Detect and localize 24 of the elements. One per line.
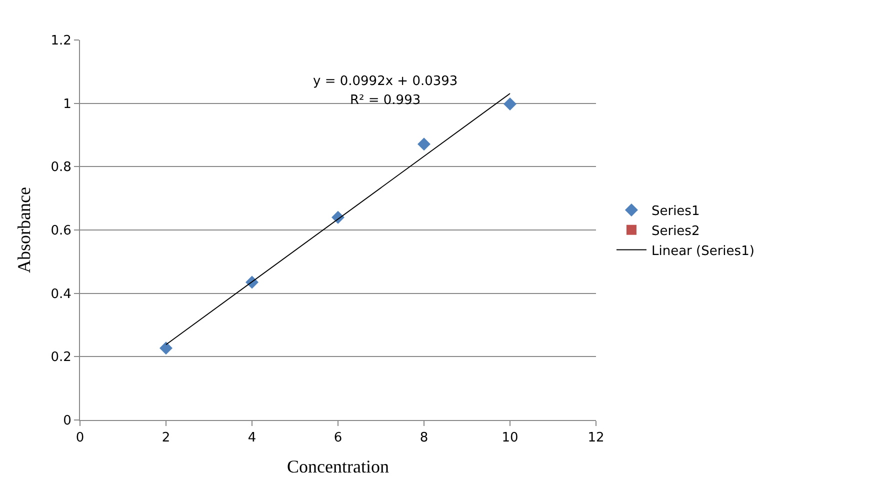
y-axis-title: Absorbance <box>14 187 34 273</box>
x-axis-title: Concentration <box>287 456 389 477</box>
y-tick-label: 0.2 <box>50 350 72 366</box>
point <box>504 97 516 110</box>
x-tick-label: 4 <box>248 430 256 446</box>
legend-label: Series2 <box>651 224 700 239</box>
y-tick-label: 0.6 <box>50 224 72 239</box>
x-tick-label: 12 <box>588 430 604 446</box>
y-tick-label: 1 <box>63 96 72 112</box>
x-tick-label: 10 <box>502 430 518 446</box>
y-tick-label: 0 <box>63 414 72 429</box>
y-tick-label: 0.4 <box>50 286 72 302</box>
point <box>418 138 430 151</box>
x-tick-label: 6 <box>334 430 342 446</box>
x-tick-label: 8 <box>420 430 428 446</box>
point <box>160 342 172 355</box>
x-tick-label: 2 <box>162 430 170 446</box>
y-tick-label: 1.2 <box>50 34 72 49</box>
annotation: R² = 0.993 <box>350 93 421 108</box>
legend-label: Series1 <box>651 204 700 220</box>
annotation: y = 0.0992x + 0.0393 <box>313 74 458 89</box>
y-tick-label: 0.8 <box>50 160 72 176</box>
x-tick-label: 0 <box>76 430 84 446</box>
legend-label: Linear (Series1) <box>651 244 754 259</box>
